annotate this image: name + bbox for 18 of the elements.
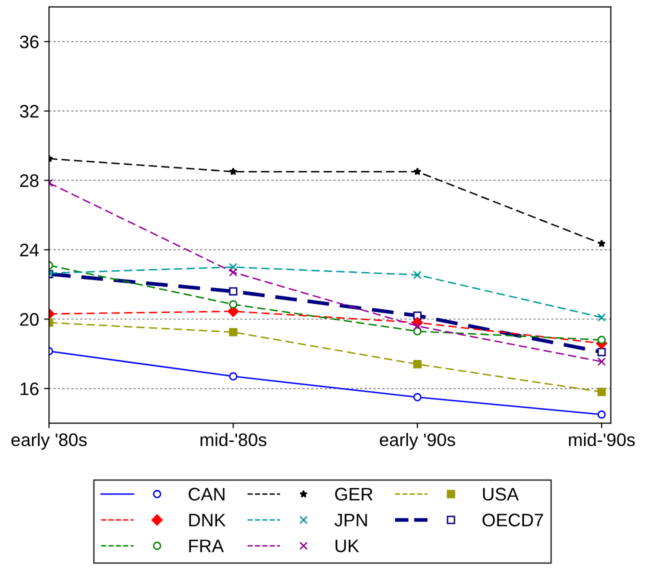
y-tick-label: 28	[20, 174, 39, 188]
legend-label: USA	[483, 488, 519, 501]
legend-label: FRA	[189, 540, 224, 552]
y-tick-label: 24	[20, 244, 39, 256]
legend-label: JPN	[334, 514, 367, 526]
x-tick-label: mid-'80s	[200, 432, 266, 446]
legend-label: OECD7	[482, 514, 543, 526]
legend-label: GER	[335, 488, 373, 501]
x-tick-label: early '90s	[380, 432, 456, 450]
legend-label: UK	[336, 540, 360, 552]
legend-label: CAN	[188, 488, 224, 501]
y-tick-label: 32	[20, 104, 38, 118]
x-tick-label: mid-'90s	[568, 432, 635, 446]
y-tick-label: 36	[20, 36, 39, 48]
y-tick-label: 20	[20, 313, 39, 326]
legend-label: DNK	[189, 514, 226, 526]
y-tick-label: 16	[20, 382, 39, 396]
x-tick-label: early '80s	[11, 432, 87, 450]
